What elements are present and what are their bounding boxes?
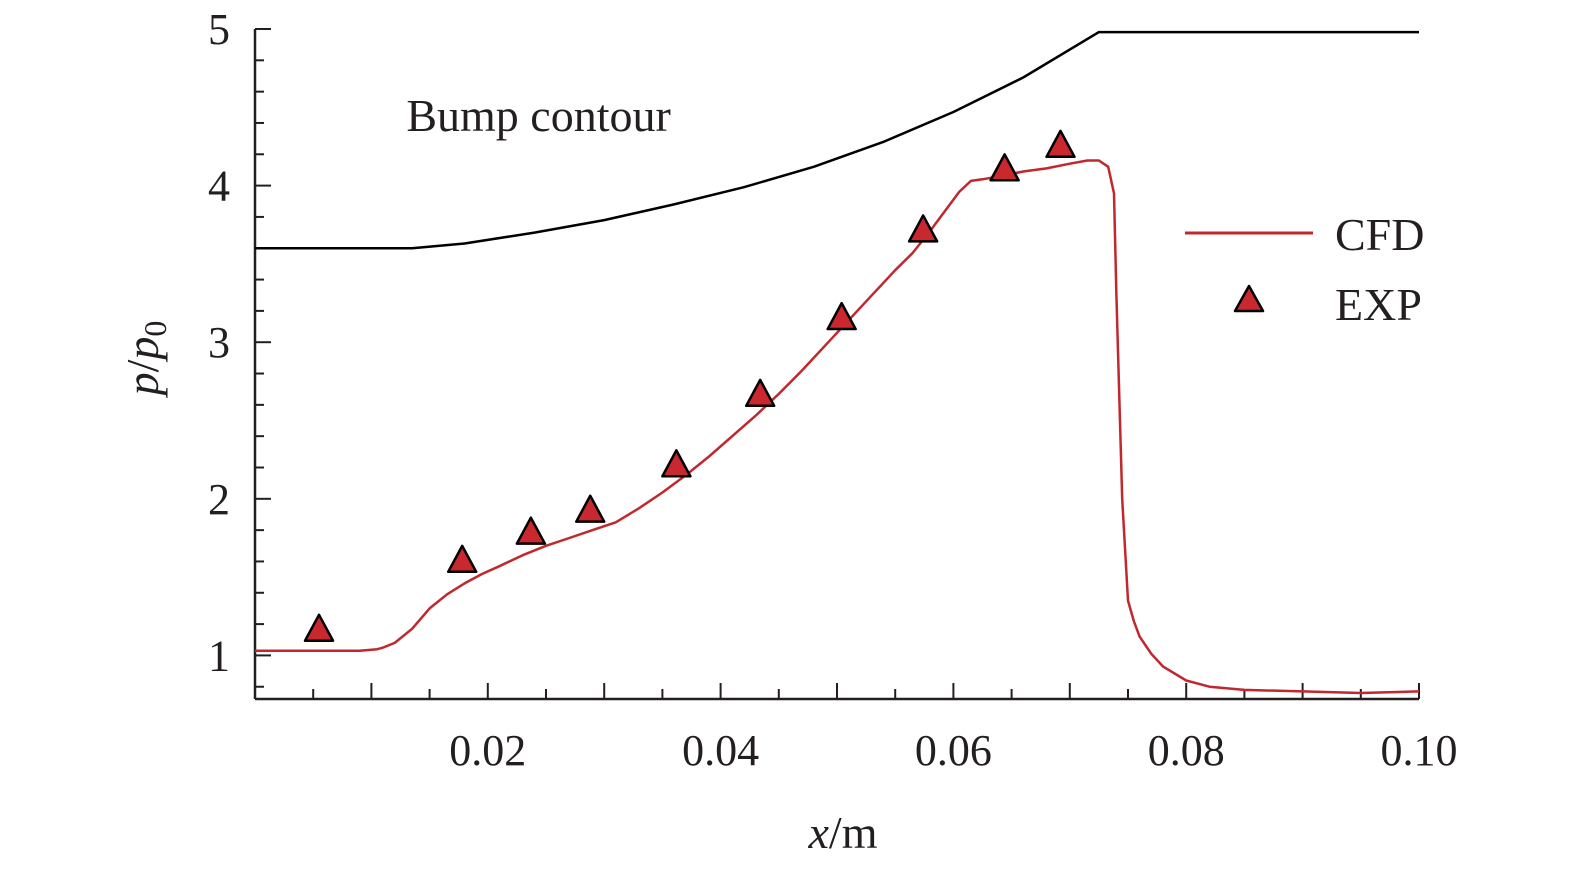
y-axis-var2: p (117, 337, 168, 363)
exp-data-point (303, 613, 335, 642)
y-axis-sep: / (117, 359, 168, 372)
y-axis-var: p (117, 372, 168, 398)
legend: CFD EXP (1185, 209, 1424, 330)
y-tick-label: 4 (208, 162, 230, 211)
y-tick-label: 5 (208, 5, 230, 54)
y-tick-label: 3 (208, 318, 230, 367)
y-axis-sub: 0 (137, 321, 173, 337)
exp-data-point (907, 214, 939, 243)
legend-exp-label: EXP (1335, 279, 1422, 330)
exp-data-point (446, 544, 478, 574)
exp-data-point (515, 516, 547, 545)
x-tick-label: 0.10 (1381, 726, 1458, 775)
bump-contour-annotation: Bump contour (406, 90, 670, 141)
y-tick-label: 2 (208, 475, 230, 524)
y-tick-label: 1 (208, 631, 230, 680)
y-axis-title: p/p0 (117, 321, 173, 399)
series-layer (255, 30, 1420, 695)
x-tick-label: 0.08 (1148, 726, 1225, 775)
x-tick-label: 0.02 (449, 726, 526, 775)
x-tick-label: 0.04 (682, 726, 759, 775)
x-axis-unit: /m (829, 807, 878, 858)
legend-cfd-label: CFD (1335, 209, 1424, 260)
exp-data-point (744, 378, 776, 408)
axes: 0.02 0.04 0.06 0.08 0.10 1 2 3 4 5 (208, 5, 1458, 775)
exp-data-point (826, 301, 857, 331)
exp-data-point (574, 494, 606, 523)
x-tick-label: 0.06 (915, 726, 992, 775)
legend-exp-marker (1233, 284, 1265, 313)
bump-contour-line (255, 30, 1419, 250)
x-axis-var: x (808, 807, 830, 858)
x-axis-title: x/m (808, 807, 878, 858)
exp-data-point (661, 449, 692, 478)
exp-data-point (989, 153, 1020, 182)
cfd-line (255, 159, 1420, 695)
exp-data-point (1045, 129, 1076, 159)
